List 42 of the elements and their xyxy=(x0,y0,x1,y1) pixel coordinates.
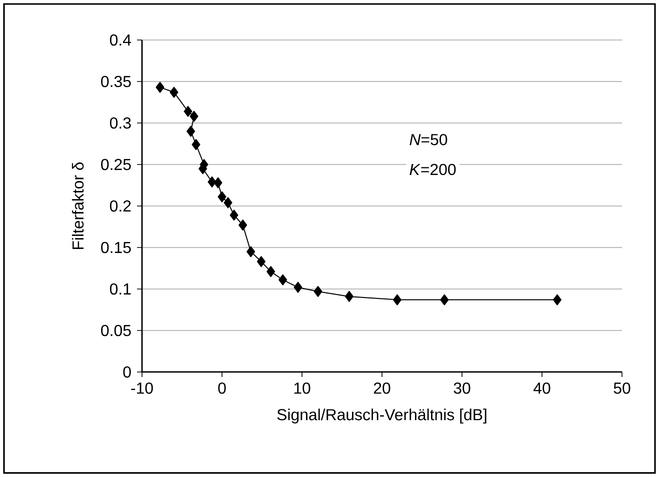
y-tick-label: 0 xyxy=(123,366,131,378)
y-tick-label: 0.3 xyxy=(110,117,131,129)
y-tick-label: 0.4 xyxy=(110,34,132,46)
point xyxy=(266,266,276,278)
y-axis-title: Filterfaktor δ xyxy=(72,162,84,249)
y-tick-label: 0.1 xyxy=(110,283,131,295)
point xyxy=(278,274,288,286)
point xyxy=(230,210,238,221)
x-tick-label: 30 xyxy=(454,382,470,394)
point xyxy=(156,82,164,93)
x-tick-label: 50 xyxy=(614,382,630,394)
point xyxy=(192,139,200,150)
point xyxy=(208,176,216,188)
y-tick-label: 0.05 xyxy=(101,324,131,336)
point xyxy=(214,177,222,188)
x-axis-title: Signal/Rausch-Verhältnis [dB] xyxy=(277,408,486,424)
annotation: K=200 xyxy=(410,164,456,176)
x-tick-label: 0 xyxy=(218,382,226,394)
x-tick-label: -10 xyxy=(131,382,153,394)
y-tick-label: 0.2 xyxy=(110,200,131,212)
x-tick-label: 40 xyxy=(534,382,550,394)
point xyxy=(246,246,256,258)
x-tick-label: 10 xyxy=(294,382,310,394)
point xyxy=(186,126,196,137)
y-tick-label: 0.35 xyxy=(101,76,131,88)
point xyxy=(190,110,198,122)
point xyxy=(170,86,178,98)
point xyxy=(392,294,402,306)
point xyxy=(218,191,226,202)
point xyxy=(294,282,302,293)
point xyxy=(344,290,354,302)
point xyxy=(184,106,192,117)
x-tick-label: 20 xyxy=(374,382,390,394)
point xyxy=(314,286,322,297)
point xyxy=(238,220,248,231)
y-tick-label: 0.15 xyxy=(101,242,131,254)
point xyxy=(440,294,449,306)
point xyxy=(256,256,266,268)
point xyxy=(224,197,232,208)
y-tick-label: 0.25 xyxy=(101,158,131,170)
annotation: N=50 xyxy=(410,134,448,146)
point xyxy=(552,294,562,306)
